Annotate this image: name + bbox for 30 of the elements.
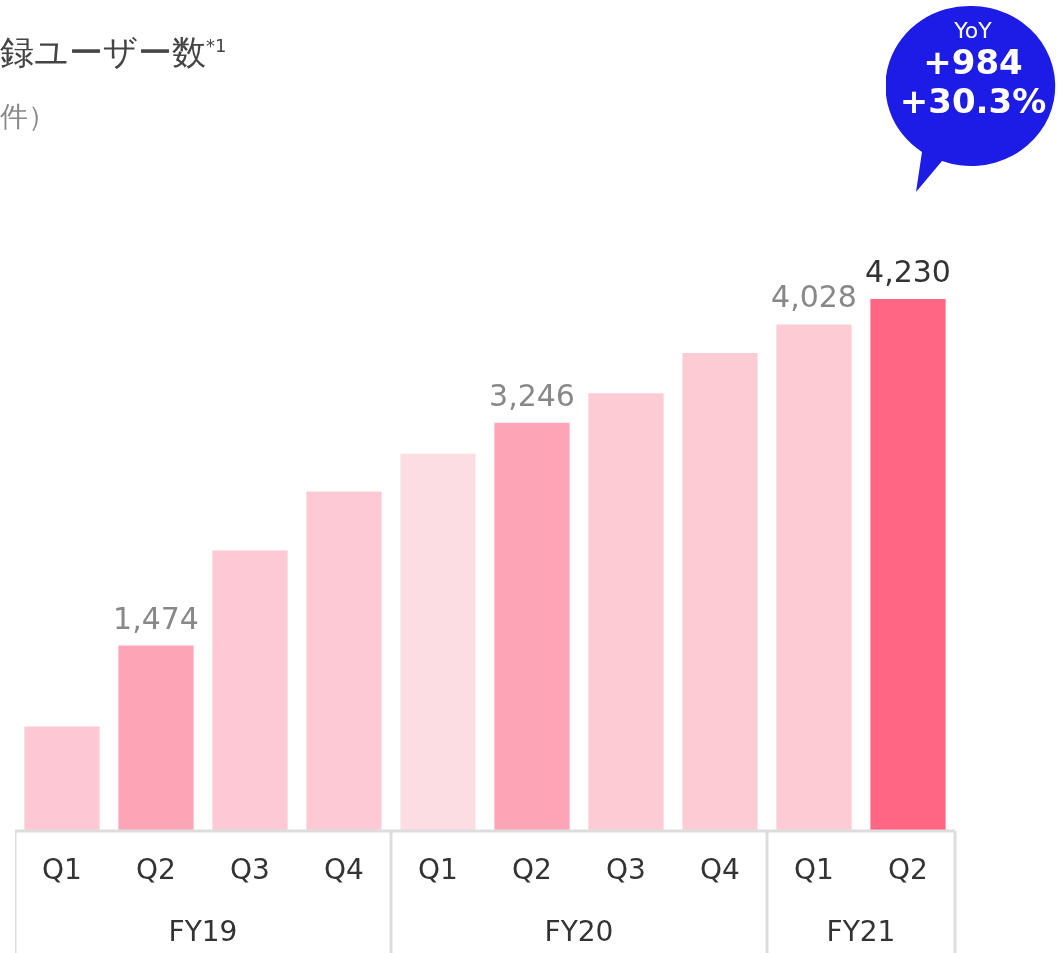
bar [400,453,476,831]
x-tick-label: Q3 [230,853,270,886]
x-tick-label: Q1 [418,853,458,886]
bar [306,491,382,831]
x-tick-label: Q1 [794,853,834,886]
bar [776,324,852,831]
chart-title: 録ユーザー数$^{*1}$ [0,31,227,74]
speech-bubble: YoY +984 +30.3% [886,4,1058,194]
text: FY19 [168,915,238,948]
bar [870,299,946,831]
data-label: 1,474 [113,600,199,636]
text: FY20 [544,915,614,948]
text: FY21 [826,915,896,948]
bar [212,550,288,831]
x-tick-label: Q1 [42,853,82,886]
bar [24,726,100,831]
data-label: 3,246 [489,377,575,413]
data-label: 4,028 [771,279,857,315]
x-tick-label: Q2 [512,853,552,886]
bar [588,393,664,831]
data-label: 4,230 [865,254,951,289]
bar [118,645,194,831]
x-tick-label: Q4 [700,853,740,886]
x-tick-label: Q2 [136,853,176,886]
chart-subtitle: 件） [0,99,56,135]
bar [494,422,570,831]
x-tick-label: Q4 [324,853,364,886]
x-tick-label: Q3 [606,853,646,886]
x-tick-label: Q2 [888,853,928,886]
bar [682,353,758,831]
